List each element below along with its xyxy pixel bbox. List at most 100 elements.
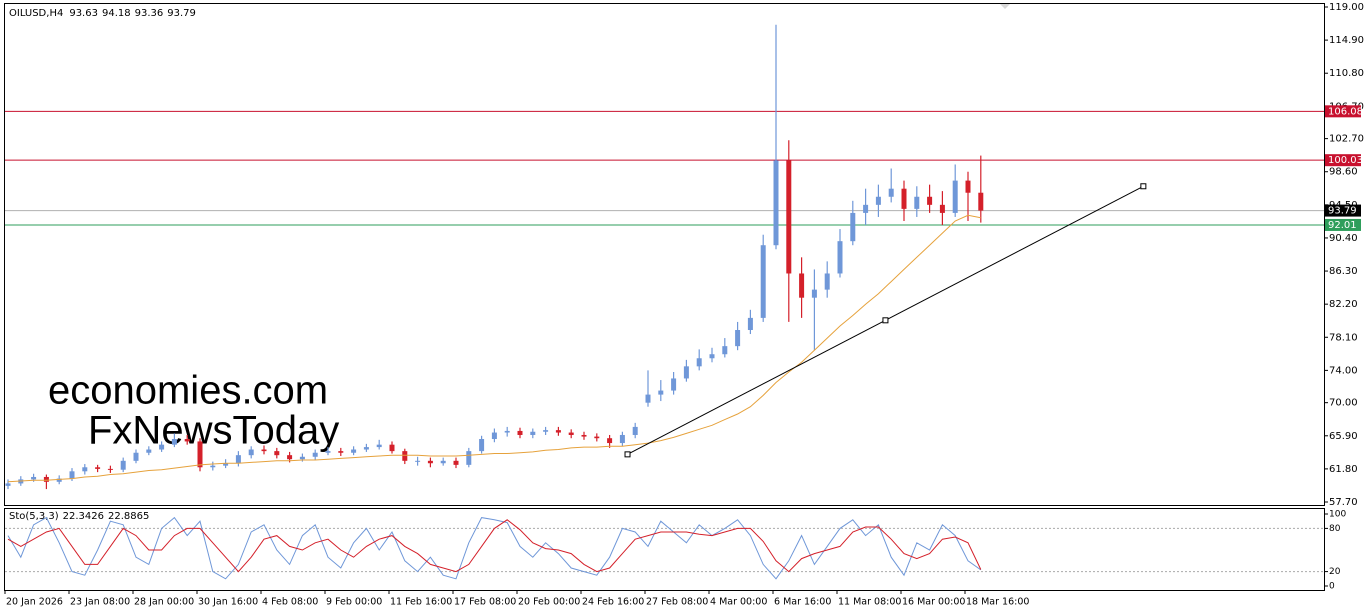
- level-box: [1325, 154, 1361, 167]
- candle-body: [107, 468, 113, 470]
- candle-body: [325, 451, 331, 453]
- moving-average: [7, 214, 981, 483]
- candle-body: [479, 439, 485, 452]
- x-tick-label: 20 Jan 2026: [6, 597, 63, 608]
- oscillator-panel: [4, 508, 1325, 591]
- candle-body: [645, 394, 651, 403]
- candle-body: [671, 378, 677, 391]
- candle-body: [235, 455, 241, 464]
- x-tick-label: 4 Mar 00:00: [710, 597, 767, 608]
- candle-body: [888, 188, 894, 197]
- candle-body: [581, 434, 587, 437]
- x-tick-label: 27 Feb 08:00: [646, 597, 708, 608]
- candle-body: [248, 449, 254, 456]
- candle-body: [351, 449, 357, 453]
- candle-body: [978, 192, 984, 211]
- price-panel: [4, 3, 1325, 506]
- candle-body: [965, 180, 971, 193]
- symbol: OILUSD,H4: [9, 8, 63, 19]
- price-header: OILUSD,H4 93.63 94.18 93.36 93.79: [9, 8, 196, 19]
- indicator-value: 22.8865: [108, 511, 149, 522]
- y-tick-label: 82.20: [1329, 299, 1358, 310]
- candle-body: [837, 241, 843, 274]
- candle-body: [594, 436, 600, 439]
- candle-body: [619, 434, 625, 444]
- candle-body: [146, 449, 152, 453]
- candle-body: [274, 451, 280, 456]
- indicator-value: 22.3426: [63, 511, 104, 522]
- indicator-name: Sto(5,3,3): [9, 511, 59, 522]
- y-tick-label: 114.90: [1329, 35, 1364, 46]
- x-tick-label: 9 Feb 00:00: [326, 597, 382, 608]
- x-tick-label: 11 Feb 16:00: [390, 597, 452, 608]
- trendline-handle: [882, 317, 889, 324]
- y-tick-label: 80: [1329, 524, 1341, 534]
- candle-body: [632, 426, 638, 435]
- trendline-handle: [624, 451, 631, 458]
- candle-body: [850, 212, 856, 242]
- y-tick-label: 57.70: [1329, 497, 1358, 508]
- candle-body: [568, 432, 574, 435]
- candle-body: [466, 451, 472, 465]
- y-tick-label: 70.00: [1329, 398, 1358, 409]
- shift-marker: [1000, 4, 1010, 9]
- y-tick-label: 86.30: [1329, 266, 1358, 277]
- x-tick-label: 24 Feb 16:00: [582, 597, 644, 608]
- x-tick-label: 18 Mar 16:00: [966, 597, 1029, 608]
- candle-body: [504, 430, 510, 433]
- candle-body: [760, 245, 766, 318]
- candle-body: [338, 451, 344, 453]
- ohlc-value: 93.79: [167, 8, 196, 19]
- y-tick-label: 61.80: [1329, 464, 1358, 475]
- oscillator-header: Sto(5,3,3) 22.3426 22.8865: [9, 511, 149, 522]
- candle-body: [82, 467, 88, 472]
- watermark: economies.com: [48, 369, 328, 413]
- y-tick-label: 100: [1329, 510, 1346, 520]
- candle-body: [43, 476, 49, 482]
- level-label: 92.01: [1328, 220, 1357, 231]
- candle-body: [491, 432, 497, 440]
- candle-body: [287, 455, 293, 460]
- level-box: [1325, 218, 1361, 231]
- candle-body: [223, 463, 229, 466]
- x-tick-label: 20 Feb 00:00: [518, 597, 580, 608]
- candle-body: [811, 289, 817, 298]
- candle-body: [210, 465, 216, 468]
- candle-body: [901, 188, 907, 209]
- y-tick-label: 110.80: [1329, 68, 1364, 79]
- candle-body: [402, 451, 408, 461]
- candle-body: [363, 447, 369, 450]
- candle-body: [389, 444, 395, 452]
- candle-body: [31, 476, 37, 480]
- candle-body: [95, 467, 101, 469]
- ohlc-value: 93.63: [69, 8, 98, 19]
- candle-body: [927, 196, 933, 205]
- y-tick-label: 74.00: [1329, 365, 1358, 376]
- ohlc-value: 94.18: [102, 8, 131, 19]
- x-tick-label: 30 Jan 16:00: [198, 597, 258, 608]
- level-label: 100.03: [1328, 155, 1363, 166]
- candle-body: [683, 366, 689, 379]
- x-tick-label: 16 Mar 00:00: [902, 597, 965, 608]
- candle-body: [261, 449, 267, 452]
- candle-body: [440, 460, 446, 464]
- candle-body: [863, 204, 869, 213]
- candle-body: [696, 358, 702, 367]
- level-label: 106.08: [1328, 106, 1363, 117]
- ohlc-value: 93.36: [135, 8, 164, 19]
- candle-body: [120, 460, 126, 470]
- y-tick-label: 119.00: [1329, 2, 1364, 13]
- candle-body: [952, 180, 958, 213]
- candle-body: [773, 160, 779, 246]
- candle-body: [171, 439, 177, 445]
- candle-body: [939, 204, 945, 213]
- y-tick-label: 102.70: [1329, 134, 1364, 145]
- oscillator-line: [7, 519, 982, 573]
- trendline-handle: [1140, 183, 1147, 190]
- x-tick-label: 11 Mar 08:00: [838, 597, 901, 608]
- candle-body: [197, 441, 203, 468]
- y-tick-label: 65.90: [1329, 431, 1358, 442]
- candle-body: [133, 452, 139, 461]
